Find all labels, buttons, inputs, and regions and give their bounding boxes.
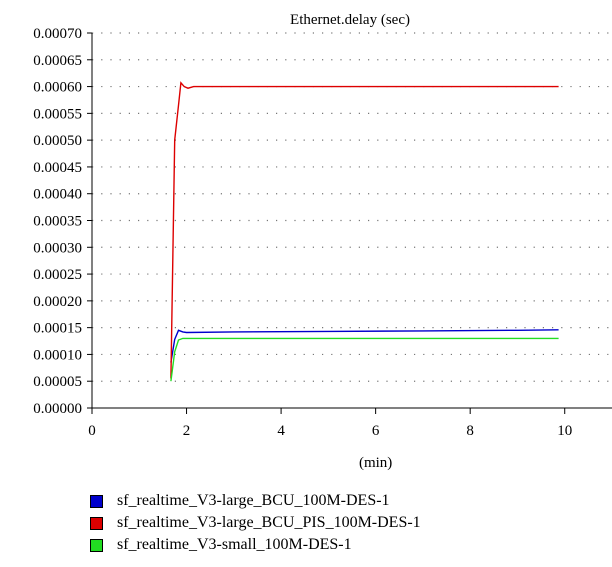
legend-item: sf_realtime_V3-large_BCU_100M-DES-1 xyxy=(90,490,421,512)
x-tick-label: 4 xyxy=(277,423,285,439)
x-axis-ticks: 0 2 4 6 8 10 xyxy=(88,408,572,439)
y-tick-label: 0.00015 xyxy=(33,321,82,337)
y-tick-label: 0.00005 xyxy=(33,374,82,390)
series-line-3 xyxy=(170,337,559,382)
x-tick-label: 2 xyxy=(183,423,191,439)
grid xyxy=(92,32,612,382)
y-tick-label: 0.00070 xyxy=(33,26,82,42)
y-tick-label: 0.00055 xyxy=(33,106,82,122)
x-tick-label: 6 xyxy=(372,423,380,439)
series-line-1 xyxy=(170,329,559,363)
legend-swatch xyxy=(90,516,103,530)
series-lines xyxy=(170,81,559,382)
y-tick-label: 0.00000 xyxy=(33,401,82,417)
legend-label: sf_realtime_V3-small_100M-DES-1 xyxy=(117,536,352,553)
legend: sf_realtime_V3-large_BCU_100M-DES-1 sf_re… xyxy=(90,490,421,556)
y-tick-label: 0.00030 xyxy=(33,240,82,256)
legend-swatch xyxy=(90,538,103,552)
line-chart: Ethernet.delay (sec) 0.000000.000050.000… xyxy=(33,12,612,471)
legend-item: sf_realtime_V3-large_BCU_PIS_100M-DES-1 xyxy=(90,512,421,534)
x-axis-label: (min) xyxy=(359,455,392,471)
y-axis-ticks: 0.00000 0.00005 0.00010 0.00015 0.00020 0.000… xyxy=(33,26,92,417)
y-tick-label: 0.00060 xyxy=(33,80,82,96)
y-tick-label: 0.00065 xyxy=(33,53,82,69)
x-tick-label: 0 xyxy=(88,423,96,439)
y-tick-label: 0.00040 xyxy=(33,187,82,203)
chart-title: Ethernet.delay (sec) xyxy=(290,12,410,28)
y-tick-label: 0.00010 xyxy=(33,347,82,363)
legend-label: sf_realtime_V3-large_BCU_PIS_100M-DES-1 xyxy=(117,514,421,531)
y-tick-label: 0.00020 xyxy=(33,294,82,310)
y-tick-label: 0.00035 xyxy=(33,214,82,230)
y-tick-label: 0.00025 xyxy=(33,267,82,283)
legend-swatch xyxy=(90,494,103,508)
x-tick-label: 10 xyxy=(557,423,572,439)
series-line-2 xyxy=(170,81,559,379)
y-tick-label: 0.00045 xyxy=(33,160,82,176)
legend-item: sf_realtime_V3-small_100M-DES-1 xyxy=(90,534,421,556)
legend-label: sf_realtime_V3-large_BCU_100M-DES-1 xyxy=(117,492,390,509)
x-tick-label: 8 xyxy=(466,423,474,439)
y-tick-label: 0.00050 xyxy=(33,133,82,149)
